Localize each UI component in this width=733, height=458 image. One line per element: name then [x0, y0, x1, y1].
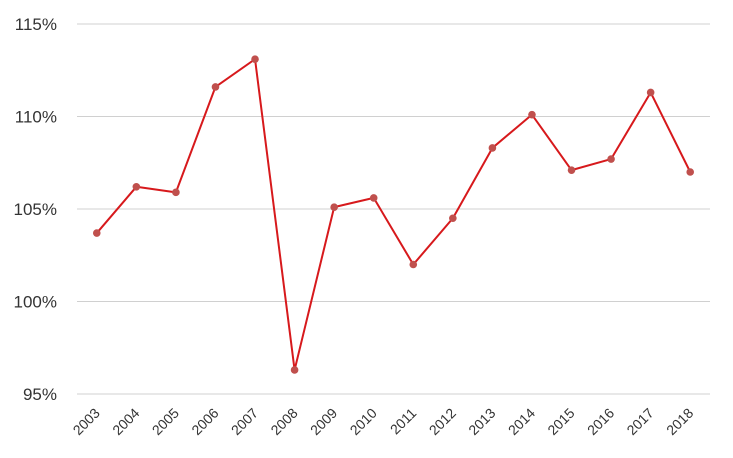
series-group: [92, 55, 695, 374]
data-point: [686, 168, 695, 176]
x-tick-label: 2015: [544, 405, 577, 438]
data-point: [132, 183, 141, 191]
x-tick-label: 2016: [584, 405, 617, 438]
x-tick-label: 2003: [70, 405, 103, 438]
x-tick-label: 2011: [387, 405, 420, 438]
data-point: [92, 229, 101, 237]
data-point: [488, 144, 497, 152]
y-tick-label: 95%: [23, 385, 57, 404]
x-tick-label: 2005: [149, 405, 182, 438]
y-tick-label: 110%: [15, 108, 57, 127]
x-tick-label: 2013: [465, 405, 498, 438]
data-point: [172, 188, 180, 197]
y-tick-label: 105%: [14, 200, 57, 219]
series-line: [96, 58, 692, 371]
grid-lines: [77, 23, 710, 395]
x-tick-label: 2018: [663, 405, 696, 438]
data-point: [211, 83, 220, 91]
data-point: [290, 366, 299, 374]
y-tick-label: 100%: [14, 293, 57, 312]
x-axis-tick-labels: 2003 2004 2005 2006 2007 2008 2009 2010 2011 2012…: [70, 405, 697, 438]
data-point: [369, 194, 378, 202]
y-tick-label: 115%: [15, 15, 57, 34]
x-tick-label: 2006: [188, 405, 221, 438]
data-point: [607, 155, 615, 163]
data-point: [330, 203, 338, 211]
x-tick-label: 2014: [505, 405, 538, 438]
x-tick-label: 2008: [267, 405, 300, 438]
x-tick-label: 2010: [346, 405, 379, 438]
data-point: [449, 214, 457, 223]
x-tick-label: 2012: [426, 405, 459, 438]
y-axis-tick-labels: 115% 110% 105% 100% 95%: [14, 15, 57, 404]
data-point: [528, 110, 536, 119]
x-tick-label: 2007: [228, 405, 261, 438]
x-tick-label: 2004: [109, 405, 142, 438]
data-point: [409, 260, 418, 269]
data-point: [251, 55, 259, 63]
x-tick-label: 2017: [623, 405, 656, 438]
x-tick-label: 2009: [307, 405, 340, 438]
data-point: [567, 166, 576, 174]
data-point: [646, 88, 655, 97]
